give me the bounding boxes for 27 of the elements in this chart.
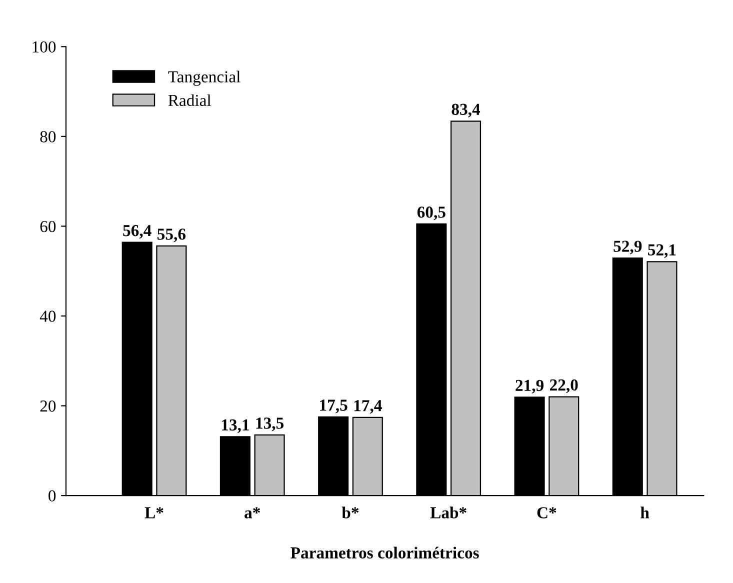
data-label: 83,4 (452, 104, 480, 118)
x-tick-label: Lab* (430, 506, 466, 518)
data-label: 52,9 (614, 240, 642, 254)
y-tick-label: 80 (40, 131, 56, 142)
x-tick-label: a* (244, 507, 260, 518)
data-label: 13,5 (256, 418, 284, 432)
data-label: 22,0 (550, 379, 578, 394)
legend-label: Radial (168, 94, 212, 106)
y-tick-label: 0 (48, 490, 56, 502)
data-label: 21,9 (516, 380, 544, 394)
data-label: 60,5 (417, 206, 446, 220)
y-tick-label: 100 (32, 41, 56, 53)
data-label: 17,5 (320, 400, 348, 414)
x-axis-title: Parametros colorimétricos (290, 546, 479, 559)
data-label: 17,4 (354, 400, 382, 414)
x-tick-label: L* (144, 507, 164, 518)
y-tick-label: 40 (40, 310, 56, 322)
legend-label: Tangencial (168, 70, 240, 86)
x-tick-label: h (640, 506, 650, 518)
x-tick-label: C* (537, 507, 556, 518)
x-tick-label: b* (342, 506, 359, 518)
y-tick-label: 60 (40, 220, 56, 232)
data-label: 56,4 (123, 225, 152, 239)
data-label: 13,1 (222, 419, 249, 433)
data-label: 55,6 (158, 228, 186, 242)
data-label: 52,1 (648, 244, 676, 258)
y-tick-label: 20 (40, 400, 56, 412)
